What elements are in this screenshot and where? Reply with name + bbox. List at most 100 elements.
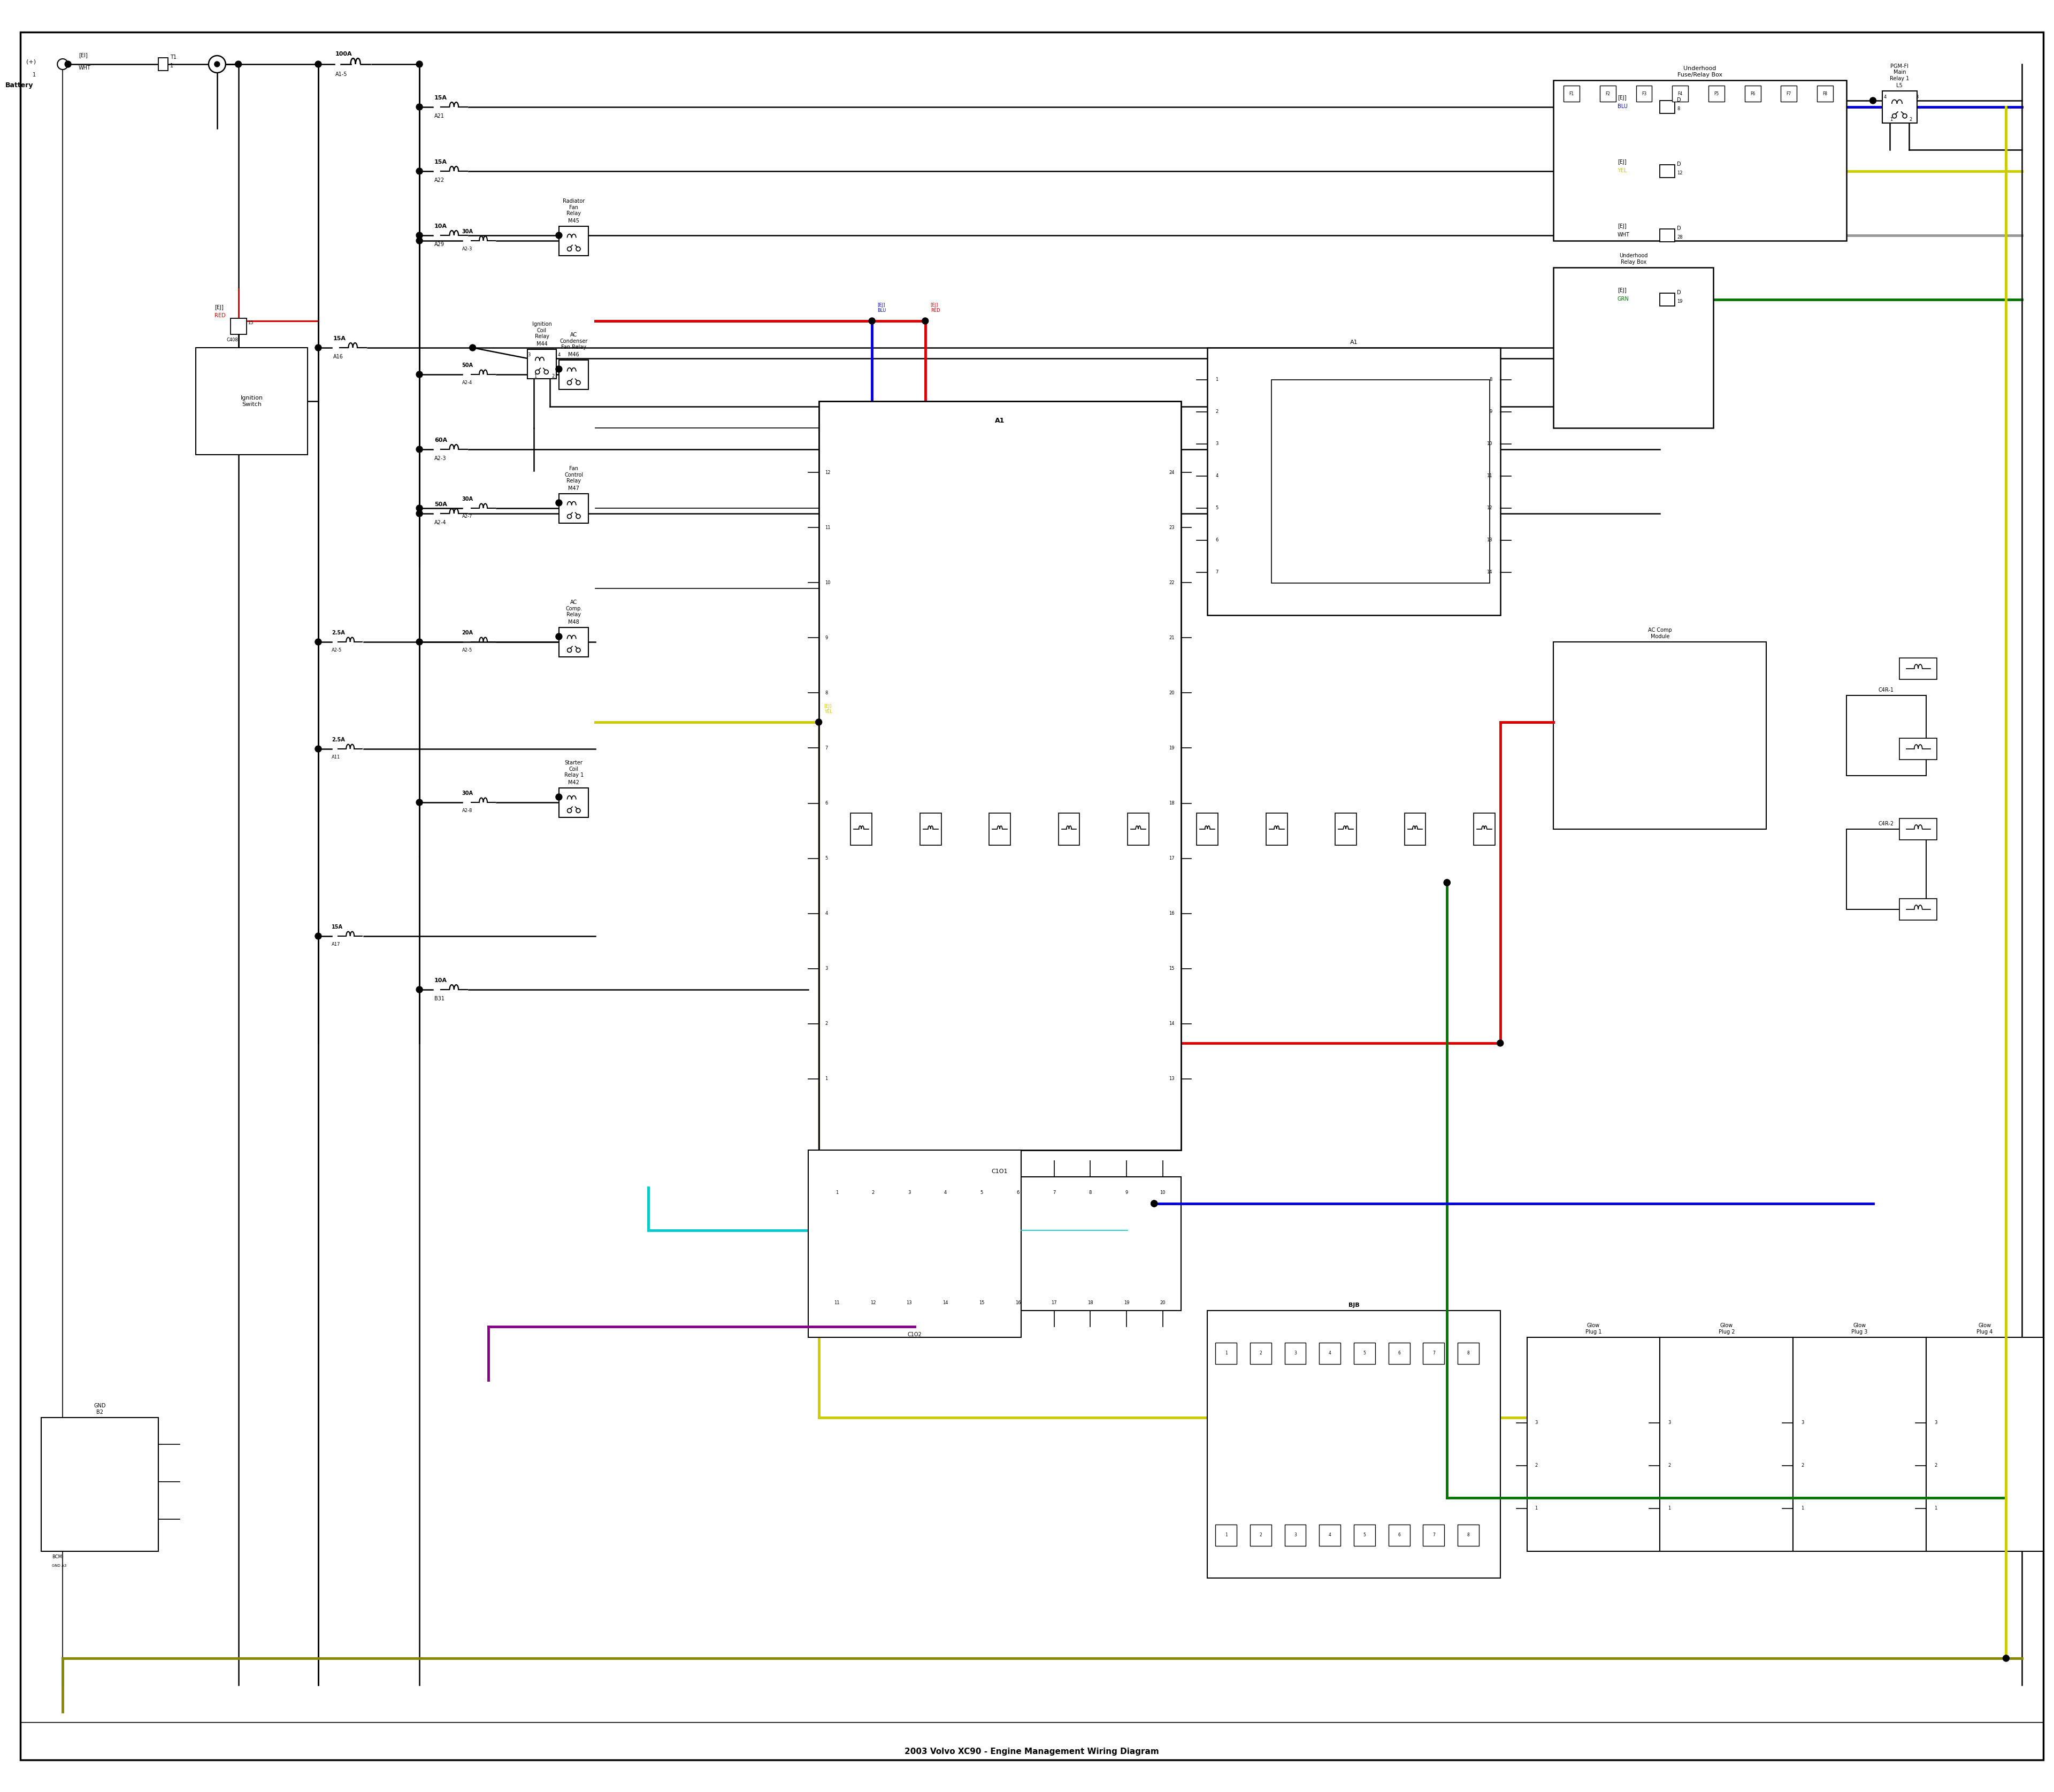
Bar — [820, 1177, 1181, 1310]
Text: 6: 6 — [1216, 538, 1218, 543]
Text: 22: 22 — [1169, 581, 1175, 584]
Text: 50A: 50A — [462, 362, 472, 367]
Text: 1: 1 — [1668, 1505, 1670, 1511]
Circle shape — [575, 247, 581, 251]
Text: 9: 9 — [1126, 1190, 1128, 1195]
Text: 4: 4 — [945, 1190, 947, 1195]
Text: 3: 3 — [1916, 95, 1918, 100]
Text: PGM-FI
Main
Relay 1: PGM-FI Main Relay 1 — [1890, 63, 1910, 81]
Text: 19: 19 — [1124, 1301, 1130, 1305]
Circle shape — [58, 59, 68, 70]
Text: A2-7: A2-7 — [462, 514, 472, 520]
Text: 2: 2 — [1668, 1464, 1670, 1468]
Bar — [1458, 1342, 1479, 1364]
Bar — [1900, 658, 1937, 679]
Text: 30A: 30A — [462, 229, 472, 235]
Text: D: D — [1676, 161, 1680, 167]
Text: F3: F3 — [1641, 91, 1647, 97]
Text: (+): (+) — [27, 59, 37, 65]
Text: 21: 21 — [1169, 636, 1175, 640]
Text: BCM: BCM — [51, 1554, 62, 1559]
Bar — [820, 401, 1181, 1150]
Bar — [1319, 1342, 1341, 1364]
Bar — [1271, 380, 1489, 582]
Bar — [1319, 1525, 1341, 1546]
Bar — [559, 226, 587, 256]
Bar — [1793, 1337, 1927, 1552]
Text: 2: 2 — [826, 1021, 828, 1027]
Circle shape — [575, 808, 581, 814]
Text: C4R-1: C4R-1 — [1879, 688, 1894, 694]
Bar — [1660, 1337, 1793, 1552]
Text: AC
Condenser
Fan Relay: AC Condenser Fan Relay — [561, 332, 587, 349]
Text: C4R-2: C4R-2 — [1879, 821, 1894, 826]
Text: 15: 15 — [1169, 966, 1175, 971]
Text: 3: 3 — [908, 1190, 910, 1195]
Bar — [1058, 814, 1080, 846]
Text: 7: 7 — [1052, 1190, 1056, 1195]
Text: 3: 3 — [1294, 1351, 1296, 1357]
Text: 2: 2 — [1801, 1464, 1803, 1468]
Text: 1: 1 — [1890, 116, 1894, 122]
Text: C1O1: C1O1 — [992, 1168, 1009, 1174]
Text: 12: 12 — [871, 1301, 875, 1305]
Text: 4: 4 — [1329, 1351, 1331, 1357]
Bar — [1847, 830, 1927, 909]
Text: WHT: WHT — [1616, 233, 1629, 238]
Bar — [920, 814, 941, 846]
Text: 12: 12 — [1676, 170, 1682, 176]
Text: 3: 3 — [528, 353, 530, 357]
Text: Ignition
Switch: Ignition Switch — [240, 396, 263, 407]
Text: A21: A21 — [433, 113, 444, 118]
Text: M44: M44 — [536, 340, 548, 346]
Bar — [559, 493, 587, 523]
Text: 3: 3 — [1294, 1532, 1296, 1538]
Bar — [1335, 814, 1356, 846]
Text: A1: A1 — [994, 418, 1004, 425]
Text: Radiator
Fan
Relay: Radiator Fan Relay — [563, 199, 585, 217]
Text: 6: 6 — [1399, 1351, 1401, 1357]
Bar — [559, 788, 587, 817]
Text: 14: 14 — [943, 1301, 949, 1305]
Text: 20A: 20A — [462, 631, 472, 636]
Circle shape — [66, 61, 72, 68]
Text: [EI]: [EI] — [78, 52, 88, 57]
Bar — [1389, 1342, 1409, 1364]
Text: AC
Comp.
Relay: AC Comp. Relay — [565, 600, 581, 618]
Text: 13: 13 — [906, 1301, 912, 1305]
Bar — [1197, 814, 1218, 846]
Text: 5: 5 — [826, 857, 828, 860]
Text: M48: M48 — [569, 620, 579, 625]
Text: M46: M46 — [569, 351, 579, 357]
Text: Battery: Battery — [6, 82, 33, 90]
Text: 2.5A: 2.5A — [331, 631, 345, 636]
Bar — [1553, 642, 1766, 830]
Circle shape — [417, 61, 423, 68]
Text: 3: 3 — [826, 966, 828, 971]
Circle shape — [567, 649, 571, 652]
Text: 18: 18 — [1087, 1301, 1093, 1305]
Text: 15A: 15A — [433, 159, 448, 165]
Text: GND A3: GND A3 — [51, 1564, 66, 1568]
Circle shape — [1892, 115, 1896, 118]
Text: 3: 3 — [1534, 1421, 1538, 1425]
Bar — [528, 349, 557, 378]
Text: 50A: 50A — [433, 502, 448, 507]
Text: L5: L5 — [1896, 82, 1902, 88]
Text: 2: 2 — [1908, 116, 1912, 122]
Text: D: D — [1676, 97, 1680, 102]
Text: Glow
Plug 1: Glow Plug 1 — [1586, 1322, 1602, 1335]
Bar — [1660, 165, 1674, 177]
Text: T1: T1 — [170, 54, 177, 59]
Text: 17: 17 — [1052, 1301, 1058, 1305]
Bar — [1881, 91, 1916, 124]
Text: 1: 1 — [1801, 1505, 1803, 1511]
Text: 1: 1 — [534, 375, 536, 378]
Text: 16: 16 — [1169, 910, 1175, 916]
Circle shape — [575, 380, 581, 385]
Circle shape — [417, 168, 423, 174]
Text: BJB: BJB — [1347, 1303, 1360, 1308]
Text: 11: 11 — [826, 525, 830, 530]
Circle shape — [557, 794, 563, 801]
Text: F7: F7 — [1787, 91, 1791, 97]
